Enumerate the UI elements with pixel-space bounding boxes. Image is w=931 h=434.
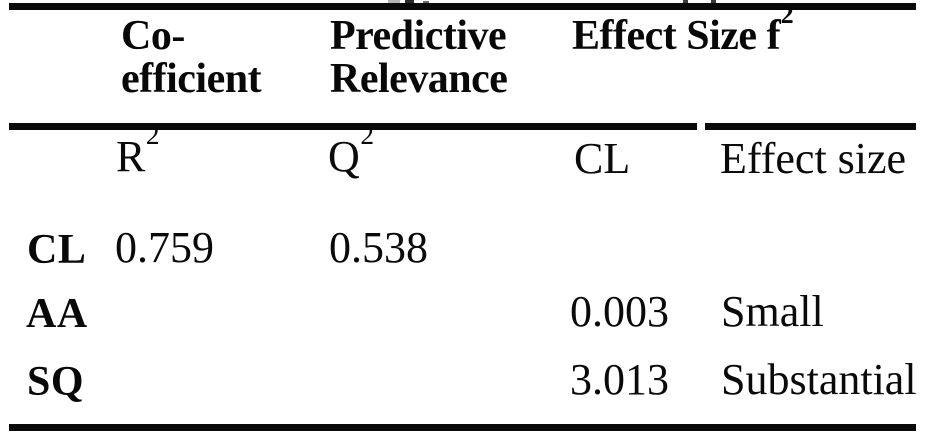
cell-cl-q2: 0.538 (329, 223, 428, 272)
header-predictive-relevance: Predictive Relevance (330, 13, 508, 102)
cell-cl-r2: 0.759 (115, 223, 214, 272)
subheader-r2: R2 (116, 121, 160, 181)
subheader-effect-size: Effect size (720, 134, 907, 183)
header-coefficient: Co-efficient (121, 13, 262, 102)
subheader-cl: CL (574, 134, 631, 183)
subheader-q2-base: Q (328, 132, 360, 181)
bottom-rule (9, 424, 916, 431)
header-effect-size-base: Effect Size f (572, 13, 781, 59)
caption-fragment (683, 0, 688, 4)
header-effect-size-superscript: 2 (780, 0, 794, 30)
row-label-sq: SQ (27, 359, 85, 405)
row-label-cl: CL (27, 227, 87, 273)
subheader-q2: Q2 (328, 121, 374, 181)
cell-aa-effect: Small (721, 287, 824, 336)
mid-rule-right-segment (705, 123, 916, 130)
caption-fragment (423, 1, 429, 4)
caption-fragment (388, 0, 400, 3)
cell-aa-f2: 0.003 (570, 287, 669, 336)
caption-fragment (405, 0, 414, 4)
subheader-q2-superscript: 2 (360, 119, 374, 150)
row-label-aa: AA (26, 291, 88, 337)
subheader-r2-base: R (116, 132, 146, 181)
cell-sq-f2: 3.013 (570, 355, 669, 404)
subheader-r2-superscript: 2 (145, 119, 160, 150)
caption-fragment (711, 0, 716, 4)
header-effect-size-f2: Effect Size f2 (572, 2, 794, 59)
mid-rule-left-segment (9, 123, 697, 130)
top-rule (9, 3, 916, 10)
cell-sq-effect: Substantial (721, 355, 917, 404)
